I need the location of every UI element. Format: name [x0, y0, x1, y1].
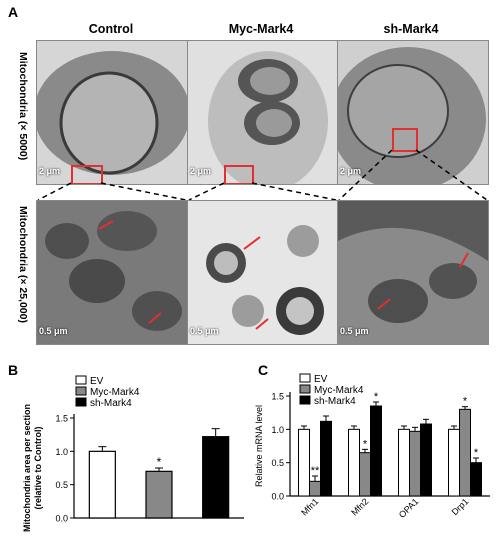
- chart-c-bar-mfn2-sh-mark4: [370, 405, 382, 497]
- chart-b: Mitochondria area per section(relative t…: [22, 375, 244, 532]
- em-myc-mark4-low-mag: [187, 40, 338, 185]
- panel-a-letter: A: [8, 4, 19, 20]
- chart-b-bar-ev: [88, 450, 116, 519]
- em-sh-mark4-low-mag-art: [338, 41, 488, 184]
- chart-c-x-tick-label-mfn1: Mfn1: [299, 496, 320, 517]
- chart-c-x-tick-label-mfn2: Mfn2: [349, 496, 370, 517]
- chart-b-legend-swatch-ev: [75, 375, 87, 385]
- em-sh-mark4-high-mag: [337, 200, 489, 345]
- em-control-low-mag: [36, 40, 188, 185]
- scale-bar-bottom-sh-mark4: 0.5 μm: [340, 326, 369, 336]
- scale-bar-top-myc-mark4: 2 μm: [190, 166, 212, 176]
- chart-b-y-tick-label: 1.5: [55, 414, 68, 424]
- chart-b-legend-label-ev: EV: [90, 376, 104, 387]
- chart-c-annotation-mfn2-myc-mark4: *: [363, 438, 368, 450]
- col-title-myc-mark4: Myc-Mark4: [228, 22, 294, 36]
- chart-c-bar-drp1-ev: [448, 428, 460, 497]
- chart-c-y-tick-label: 0.5: [271, 458, 284, 468]
- chart-c-legend-swatch-sh-mark4: [299, 395, 311, 405]
- chart-b-y-tick-label: 1.0: [55, 447, 68, 457]
- chart-c-legend-label-myc-mark4: Myc-Mark4: [314, 385, 364, 396]
- em-sh-mark4-high-mag-art: [338, 201, 488, 344]
- row-label-25000: Mitochondria (× 25,000): [17, 206, 29, 323]
- em-myc-mark4-high-mag: [187, 200, 338, 345]
- panel-b-letter: B: [8, 362, 19, 378]
- chart-b-ylabel-line1: Mitochondria area per section: [22, 404, 32, 532]
- em-control-high-mag-art: [37, 201, 187, 344]
- scale-bar-top-sh-mark4: 2 μm: [340, 166, 362, 176]
- em-control-high-mag: [36, 200, 188, 345]
- em-control-low-mag-art: [37, 41, 187, 184]
- chart-c-bar-drp1-sh-mark4: [470, 462, 482, 497]
- chart-c-ylabel: Relative mRNA level: [254, 405, 264, 487]
- chart-c-bar-mfn1-sh-mark4: [320, 420, 332, 497]
- chart-b-ylabel: Mitochondria area per section(relative t…: [22, 404, 43, 532]
- chart-c-y-tick-label: 1.5: [271, 392, 284, 402]
- em-myc-mark4-low-mag-art: [188, 41, 337, 184]
- chart-c: Relative mRNA level 0.0 0.5 1.0 1.5 Mfn1 Mfn2 O…: [254, 373, 490, 520]
- chart-b-legend-label-myc-mark4: Myc-Mark4: [90, 387, 140, 398]
- chart-b-bar-sh-mark4: [202, 436, 230, 519]
- chart-c-y-tick-label: 1.0: [271, 425, 284, 435]
- em-myc-mark4-high-mag-art: [188, 201, 337, 344]
- chart-c-annotation-drp1-myc-mark4: *: [463, 396, 468, 408]
- scale-bar-top-control: 2 μm: [39, 166, 61, 176]
- chart-c-bar-drp1-myc-mark4: [459, 408, 471, 497]
- chart-b-ylabel-line2: (relative to Control): [33, 426, 43, 509]
- col-title-sh-mark4: sh-Mark4: [383, 22, 439, 36]
- chart-c-bar-mfn2-myc-mark4: [359, 452, 371, 497]
- chart-b-y-tick-label: 0.0: [55, 514, 68, 524]
- chart-b-legend-swatch-myc-mark4: [75, 386, 87, 396]
- chart-c-x-tick-label-drp1: Drp1: [450, 496, 471, 517]
- chart-c-bar-mfn2-ev: [348, 428, 360, 497]
- chart-b-y-tick-label: 0.5: [55, 480, 68, 490]
- col-title-control: Control: [88, 22, 134, 36]
- chart-c-legend-swatch-myc-mark4: [299, 384, 311, 394]
- chart-c-bar-opa1-myc-mark4: [409, 430, 421, 497]
- chart-c-annotation-mfn2-sh-mark4: *: [374, 391, 379, 403]
- chart-c-x-tick-label-opa1: OPA1: [397, 496, 421, 520]
- chart-c-y-tick-label: 0.0: [271, 492, 284, 502]
- chart-c-bar-mfn1-myc-mark4: [309, 480, 321, 497]
- zoom-connectors: [37, 149, 488, 201]
- chart-b-legend-label-sh-mark4: sh-Mark4: [90, 398, 132, 409]
- chart-c-legend-label-sh-mark4: sh-Mark4: [314, 396, 356, 407]
- chart-c-bar-mfn1-ev: [298, 428, 310, 497]
- chart-b-bar-myc-mark4: [145, 470, 173, 519]
- chart-c-annotation-drp1-sh-mark4: *: [474, 447, 479, 459]
- chart-c-bar-opa1-sh-mark4: [420, 423, 432, 497]
- chart-c-bar-opa1-ev: [398, 428, 410, 497]
- chart-c-annotation-mfn1-myc-mark4: **: [311, 465, 320, 477]
- scale-bar-bottom-myc-mark4: 0.5 μm: [190, 326, 219, 336]
- chart-b-legend-swatch-sh-mark4: [75, 397, 87, 407]
- panel-c-letter: C: [258, 362, 269, 378]
- em-sh-mark4-low-mag: [337, 40, 489, 185]
- chart-c-legend-swatch-ev: [299, 373, 311, 383]
- chart-c-legend-label-ev: EV: [314, 374, 328, 385]
- chart-b-annotation-myc-mark4: *: [157, 455, 162, 469]
- scale-bar-bottom-control: 0.5 μm: [39, 326, 68, 336]
